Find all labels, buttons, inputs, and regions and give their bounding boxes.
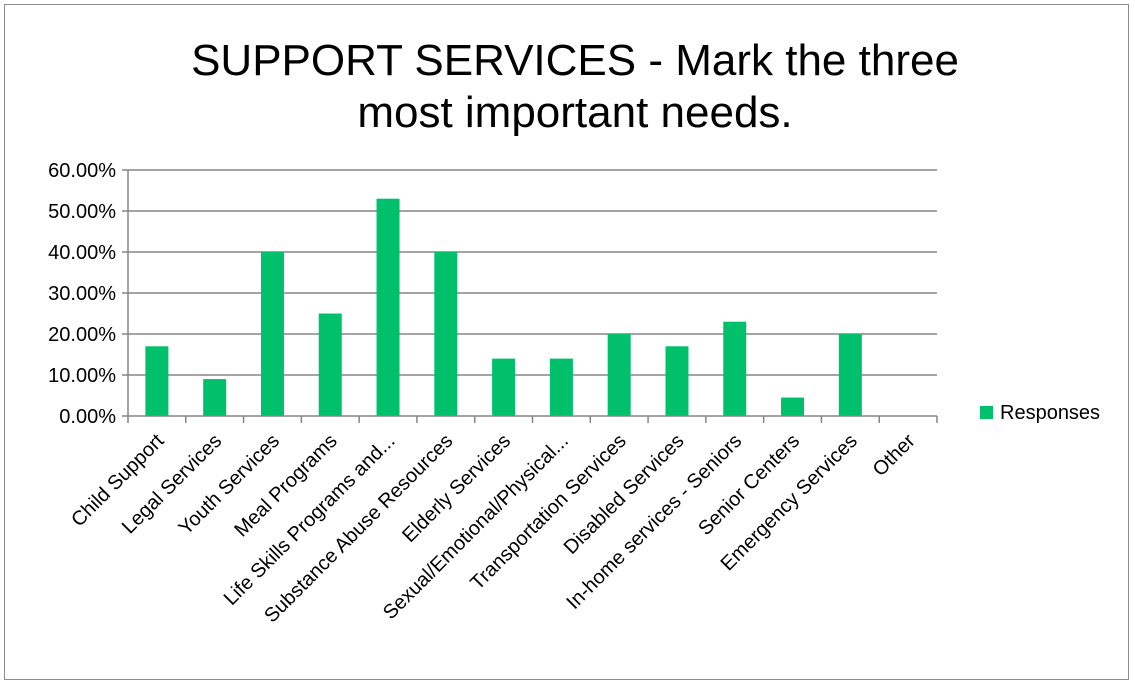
- x-tick-label: Senior Centers: [694, 430, 804, 540]
- gridlines: [128, 169, 937, 376]
- bar: [203, 379, 227, 416]
- bar: [434, 252, 458, 416]
- y-tick-label: 50.00%: [48, 201, 116, 223]
- bar: [781, 397, 805, 416]
- bar: [492, 358, 516, 416]
- x-tick-label: Youth Services: [175, 430, 284, 539]
- y-tick-label: 30.00%: [48, 283, 116, 305]
- legend-swatch: [980, 406, 993, 419]
- bar: [549, 358, 573, 416]
- chart-title-line-2: most important needs.: [357, 88, 792, 137]
- legend-label: Responses: [1000, 402, 1100, 424]
- bar: [607, 334, 631, 416]
- bar: [665, 346, 689, 416]
- x-tick-label: Legal Services: [118, 430, 226, 538]
- bar: [723, 321, 747, 416]
- bar: [376, 198, 400, 416]
- bar: [260, 252, 284, 416]
- bars: [145, 198, 862, 416]
- bar: [838, 334, 862, 416]
- y-tick-label: 0.00%: [59, 406, 116, 428]
- y-tick-label: 60.00%: [48, 160, 116, 182]
- bar: [145, 346, 169, 416]
- y-tick-label: 10.00%: [48, 365, 116, 387]
- chart-title-line-1: SUPPORT SERVICES - Mark the three: [191, 36, 959, 85]
- y-tick-label: 20.00%: [48, 324, 116, 346]
- bar: [318, 313, 342, 416]
- chart-frame: [4, 4, 1129, 680]
- y-tick-label: 40.00%: [48, 242, 116, 264]
- x-tick-label: Other: [869, 430, 920, 481]
- y-axis: 0.00% 10.00% 20.00% 30.00% 40.00% 50.00% 60.00…: [48, 160, 129, 428]
- x-tick-label: Meal Programs: [230, 430, 341, 541]
- legend: Responses: [980, 402, 1100, 424]
- chart-title: SUPPORT SERVICES - Mark the three most i…: [191, 36, 959, 137]
